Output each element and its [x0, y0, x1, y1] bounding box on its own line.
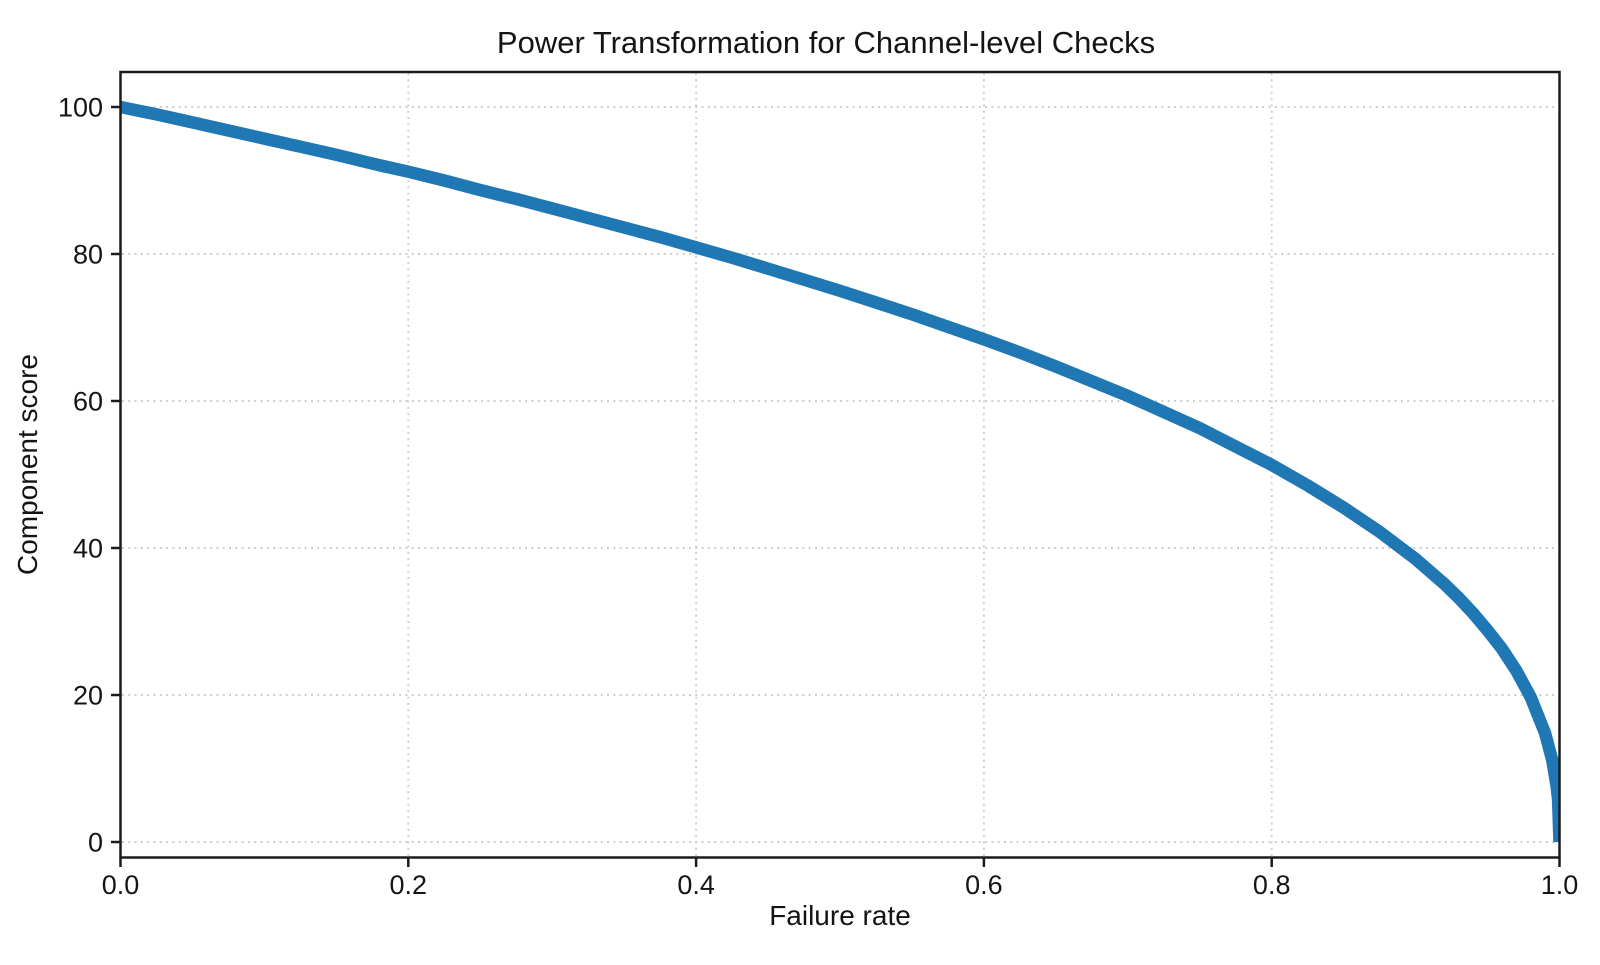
x-tick-label: 0.8: [1253, 870, 1291, 900]
x-tick-label: 0.2: [390, 870, 428, 900]
y-tick-labels: 0 20 40 60 80 100: [58, 93, 103, 858]
y-tick-label: 20: [73, 681, 103, 711]
y-axis-label: Component score: [12, 354, 43, 575]
x-axis-label: Failure rate: [769, 900, 911, 931]
x-tick-label: 0.4: [677, 870, 715, 900]
y-tick-label: 40: [73, 534, 103, 564]
y-tick-label: 60: [73, 387, 103, 417]
x-tick-label: 1.0: [1541, 870, 1579, 900]
grid-lines: [122, 73, 1558, 856]
series-line: [120, 100, 1560, 843]
axis-ticks: [111, 105, 1561, 867]
x-tick-label: 0.6: [965, 870, 1003, 900]
plot-border: [119, 70, 1561, 859]
x-tick-label: 0.0: [102, 870, 140, 900]
y-tick-label: 100: [58, 93, 103, 123]
y-tick-label: 80: [73, 240, 103, 270]
chart-title: Power Transformation for Channel-level C…: [497, 25, 1155, 60]
y-tick-label: 0: [88, 828, 103, 858]
x-tick-labels: 0.0 0.2 0.4 0.6 0.8 1.0: [102, 870, 1579, 900]
